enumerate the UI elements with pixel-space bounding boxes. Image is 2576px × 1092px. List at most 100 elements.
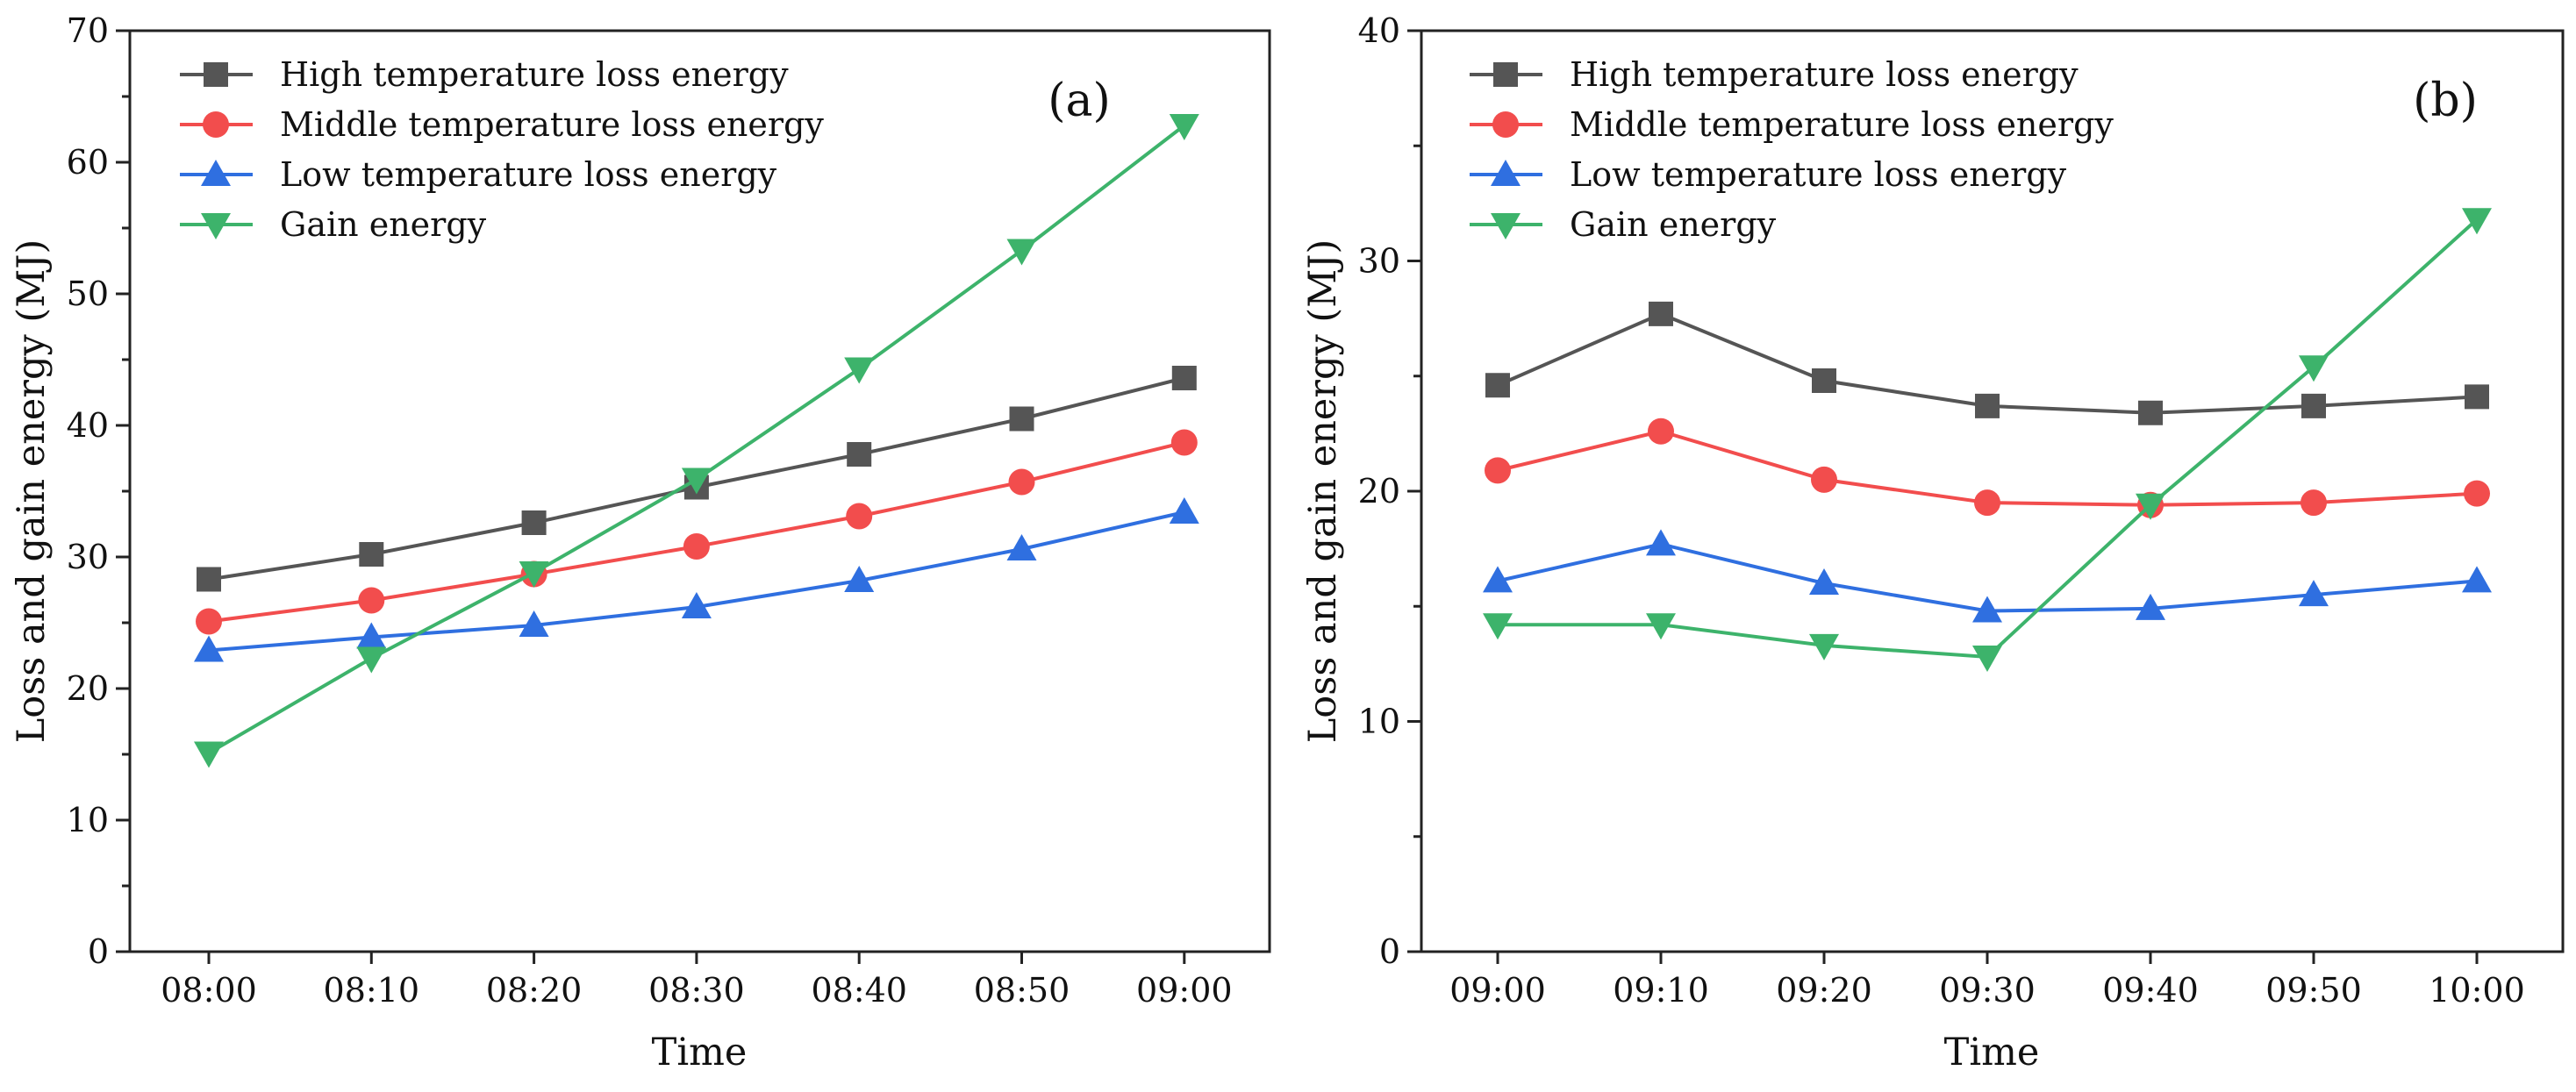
data-point bbox=[2301, 489, 2327, 517]
data-point bbox=[194, 635, 224, 662]
data-point bbox=[844, 566, 875, 592]
data-point bbox=[1483, 566, 1513, 593]
legend-marker bbox=[203, 111, 229, 138]
data-point bbox=[1483, 613, 1513, 640]
y-tick-label: 10 bbox=[67, 801, 109, 839]
y-tick-label: 30 bbox=[1358, 242, 1400, 281]
legend-label: Middle temperature loss energy bbox=[1570, 105, 2114, 144]
x-axis: 09:00 09:10 09:20 09:30 09:40 09:50 10:00 bbox=[1449, 952, 2525, 1010]
legend-marker bbox=[1491, 160, 1521, 186]
legend-label: Low temperature loss energy bbox=[280, 155, 777, 194]
panel-a: (a) Time Loss and gain energy (MJ) 08:00… bbox=[10, 11, 1271, 1074]
data-point bbox=[2299, 355, 2329, 382]
y-tick-label: 0 bbox=[1379, 932, 1400, 971]
legend-marker bbox=[204, 62, 228, 87]
data-point bbox=[1809, 633, 1839, 660]
x-axis-title: Time bbox=[1944, 1031, 2040, 1074]
series-line bbox=[208, 510, 1185, 653]
legend-label: Low temperature loss energy bbox=[1570, 155, 2067, 194]
series-line bbox=[1498, 218, 2479, 660]
legend-label: Gain energy bbox=[280, 205, 487, 244]
y-tick-label: 50 bbox=[67, 275, 109, 313]
y-axis: 0 10 20 30 40 50 60 70 bbox=[67, 11, 130, 971]
data-point bbox=[1170, 429, 1198, 456]
data-point bbox=[519, 561, 549, 588]
legend-marker bbox=[1492, 111, 1519, 138]
y-tick-label: 20 bbox=[1358, 472, 1400, 510]
legend-label: Middle temperature loss energy bbox=[280, 105, 824, 144]
legend-marker bbox=[201, 160, 231, 186]
y-axis-title: Loss and gain energy (MJ) bbox=[1301, 239, 1345, 744]
y-tick-label: 40 bbox=[1358, 11, 1400, 50]
legend-marker bbox=[1491, 213, 1521, 239]
data-point bbox=[359, 542, 384, 567]
x-tick-label: 09:00 bbox=[1449, 971, 1546, 1010]
x-tick-label: 08:10 bbox=[324, 971, 420, 1010]
data-point bbox=[1974, 489, 2000, 517]
data-point bbox=[1972, 646, 2002, 672]
data-point bbox=[683, 533, 710, 560]
x-tick-label: 09:10 bbox=[1613, 971, 1709, 1010]
data-point bbox=[847, 442, 872, 467]
data-point bbox=[1169, 497, 1199, 524]
x-tick-label: 08:00 bbox=[161, 971, 257, 1010]
data-point bbox=[1811, 466, 1837, 493]
data-point bbox=[358, 587, 385, 614]
y-tick-label: 60 bbox=[67, 143, 109, 182]
x-tick-label: 08:20 bbox=[486, 971, 583, 1010]
x-axis-title: Time bbox=[652, 1031, 748, 1074]
legend: High temperature loss energy Middle tempe… bbox=[180, 55, 824, 244]
data-point bbox=[2465, 384, 2489, 410]
legend-marker bbox=[1493, 62, 1518, 87]
y-axis-title: Loss and gain energy (MJ) bbox=[10, 239, 54, 744]
series-layer bbox=[194, 114, 1199, 768]
data-point bbox=[1809, 568, 1839, 595]
data-point bbox=[194, 741, 224, 768]
x-axis: 08:00 08:10 08:20 08:30 08:40 08:50 09:00 bbox=[161, 952, 1233, 1010]
data-point bbox=[2136, 493, 2165, 520]
data-point bbox=[2464, 480, 2490, 507]
y-tick-label: 30 bbox=[67, 538, 109, 576]
data-point bbox=[519, 610, 549, 637]
data-point bbox=[846, 503, 873, 530]
data-point bbox=[1975, 393, 2000, 418]
x-tick-label: 10:00 bbox=[2429, 971, 2525, 1010]
y-tick-label: 20 bbox=[67, 669, 109, 708]
data-point bbox=[681, 592, 712, 618]
legend-label: High temperature loss energy bbox=[280, 55, 789, 94]
data-point bbox=[1649, 301, 1673, 326]
data-point bbox=[2301, 393, 2326, 418]
panel-label: (a) bbox=[1048, 75, 1111, 127]
data-point bbox=[1646, 529, 1676, 556]
data-point bbox=[1648, 418, 1674, 445]
data-point bbox=[2138, 400, 2163, 425]
data-point bbox=[1646, 613, 1676, 640]
x-tick-label: 09:50 bbox=[2265, 971, 2362, 1010]
data-point bbox=[1171, 366, 1197, 390]
x-tick-label: 09:30 bbox=[1939, 971, 2036, 1010]
data-point bbox=[1006, 239, 1037, 266]
data-point bbox=[1485, 457, 1511, 484]
data-point bbox=[681, 467, 712, 495]
data-point bbox=[521, 510, 547, 535]
panel-b: (b) Time Loss and gain energy (MJ) 09:00… bbox=[1301, 11, 2565, 1074]
legend-label: High temperature loss energy bbox=[1570, 55, 2079, 94]
data-point bbox=[1972, 596, 2002, 623]
data-point bbox=[356, 622, 387, 649]
legend: High temperature loss energy Middle tempe… bbox=[1470, 55, 2114, 244]
x-tick-label: 08:30 bbox=[648, 971, 745, 1010]
data-point bbox=[356, 646, 387, 674]
y-tick-label: 0 bbox=[88, 932, 109, 971]
data-point bbox=[844, 357, 875, 384]
data-point bbox=[197, 567, 221, 592]
y-tick-label: 40 bbox=[67, 406, 109, 445]
data-point bbox=[1812, 368, 1836, 393]
data-point bbox=[1008, 468, 1035, 496]
x-tick-label: 09:40 bbox=[2102, 971, 2199, 1010]
data-point bbox=[2462, 208, 2492, 235]
data-point bbox=[2136, 593, 2165, 620]
panel-label: (b) bbox=[2413, 75, 2478, 127]
y-tick-label: 70 bbox=[67, 11, 109, 50]
